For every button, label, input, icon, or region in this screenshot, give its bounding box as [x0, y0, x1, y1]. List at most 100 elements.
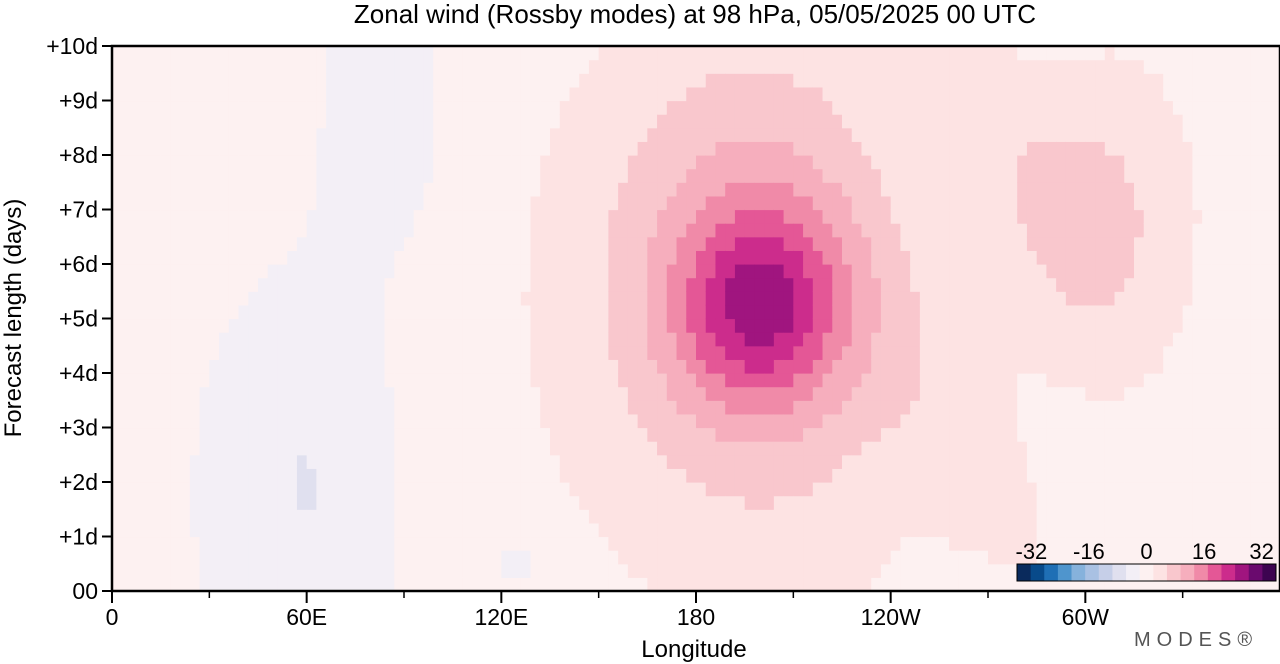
heatmap-cell: [1153, 73, 1164, 88]
heatmap-cell: [296, 468, 308, 483]
heatmap-cell: [530, 182, 541, 197]
heatmap-cell: [112, 509, 123, 524]
heatmap-cell: [335, 468, 347, 483]
heatmap-cell: [627, 127, 639, 142]
heatmap-cell: [1007, 304, 1018, 320]
heatmap-cell: [1211, 522, 1223, 538]
heatmap-cell: [413, 264, 425, 279]
heatmap-cell: [160, 182, 171, 197]
heatmap-cell: [929, 304, 940, 320]
heatmap-cell: [1172, 100, 1184, 115]
heatmap-cell: [1114, 454, 1125, 469]
heatmap-cell: [1241, 100, 1252, 115]
heatmap-cell: [248, 522, 259, 538]
heatmap-cell: [433, 400, 444, 415]
heatmap-cell: [676, 427, 687, 442]
heatmap-cell: [189, 46, 201, 61]
heatmap-cell: [180, 100, 191, 115]
heatmap-cell: [219, 468, 230, 483]
heatmap-cell: [1134, 577, 1145, 592]
heatmap-cell: [803, 209, 814, 224]
heatmap-cell: [696, 46, 707, 61]
heatmap-cell: [1104, 236, 1116, 251]
heatmap-cell: [958, 59, 970, 74]
heatmap-cell: [1172, 59, 1184, 74]
heatmap-cell: [647, 345, 658, 360]
heatmap-cell: [657, 427, 668, 442]
colorbar-swatch: [1194, 564, 1209, 581]
heatmap-cell: [1221, 304, 1232, 320]
heatmap-cell: [141, 86, 152, 102]
heatmap-cell: [1065, 114, 1077, 129]
heatmap-cell: [199, 427, 210, 442]
heatmap-cell: [209, 522, 220, 538]
heatmap-cell: [696, 264, 707, 279]
heatmap-cell: [773, 236, 785, 251]
heatmap-cell: [588, 195, 600, 211]
heatmap-cell: [112, 550, 123, 565]
heatmap-cell: [199, 141, 210, 156]
heatmap-cell: [258, 73, 269, 88]
heatmap-cell: [1085, 264, 1096, 279]
heatmap-cell: [238, 454, 249, 469]
heatmap-cell: [550, 359, 561, 374]
heatmap-cell: [588, 155, 600, 170]
heatmap-cell: [871, 522, 882, 538]
heatmap-cell: [588, 522, 600, 538]
heatmap-cell: [900, 59, 911, 74]
heatmap-cell: [842, 318, 853, 333]
heatmap-cell: [764, 86, 775, 102]
heatmap-cell: [277, 413, 288, 429]
colorbar-swatch: [1235, 564, 1250, 581]
heatmap-cell: [949, 277, 960, 292]
heatmap-cell: [520, 373, 532, 388]
heatmap-cell: [569, 482, 580, 497]
heatmap-cell: [491, 182, 502, 197]
heatmap-cell: [228, 141, 240, 156]
heatmap-cell: [627, 386, 639, 401]
heatmap-cell: [209, 413, 220, 429]
heatmap-cell: [1085, 86, 1096, 102]
heatmap-cell: [335, 100, 347, 115]
heatmap-cell: [199, 195, 210, 211]
heatmap-cell: [949, 495, 960, 510]
heatmap-cell: [569, 468, 580, 483]
heatmap-cell: [160, 332, 171, 347]
heatmap-cell: [958, 304, 970, 320]
heatmap-cell: [413, 318, 425, 333]
heatmap-cell: [579, 454, 590, 469]
heatmap-cell: [462, 522, 473, 538]
heatmap-cell: [1026, 482, 1038, 497]
heatmap-cell: [1026, 413, 1038, 429]
heatmap-cell: [511, 345, 522, 360]
heatmap-cell: [365, 304, 376, 320]
heatmap-cell: [744, 332, 755, 347]
heatmap-cell: [812, 413, 824, 429]
heatmap-cell: [754, 291, 765, 306]
heatmap-cell: [608, 264, 619, 279]
heatmap-cell: [1153, 536, 1164, 551]
heatmap-cell: [112, 86, 123, 102]
heatmap-cell: [1134, 277, 1145, 292]
heatmap-cell: [618, 386, 629, 401]
heatmap-cell: [929, 59, 940, 74]
heatmap-cell: [287, 413, 298, 429]
heatmap-cell: [1046, 318, 1057, 333]
heatmap-cell: [520, 236, 532, 251]
heatmap-cell: [481, 413, 493, 429]
heatmap-cell: [715, 86, 726, 102]
heatmap-cell: [598, 250, 609, 265]
heatmap-cell: [462, 550, 473, 565]
heatmap-cell: [384, 127, 395, 142]
heatmap-cell: [1134, 86, 1145, 102]
heatmap-cell: [842, 441, 853, 456]
heatmap-cell: [1085, 236, 1096, 251]
heatmap-cell: [1095, 304, 1106, 320]
heatmap-cell: [783, 522, 794, 538]
heatmap-cell: [1124, 264, 1135, 279]
heatmap-cell: [1211, 318, 1223, 333]
heatmap-cell: [1231, 195, 1242, 211]
heatmap-cell: [374, 441, 386, 456]
heatmap-cell: [822, 100, 833, 115]
heatmap-cell: [112, 577, 123, 592]
